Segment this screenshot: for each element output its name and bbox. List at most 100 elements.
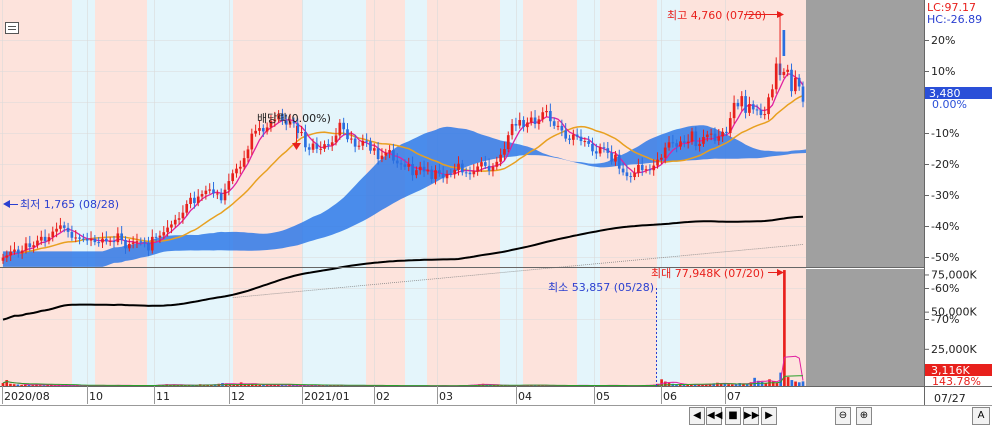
candle-body [181,212,185,219]
volume-bar [284,385,288,386]
candle-body [189,197,192,204]
candle-body [74,237,78,239]
candle-body [380,155,384,160]
candle-body [85,239,89,241]
candle-body [212,189,215,194]
candle-body [216,193,219,195]
candle-body [13,249,16,252]
candles [1,12,805,264]
candle-body [644,169,648,171]
forward-button[interactable]: ▶▶ [743,407,759,425]
volume-moving-averages [2,355,804,386]
candle-body [763,114,767,116]
volume-bar [236,384,239,386]
candle-body [460,163,464,173]
candle-body [349,138,353,140]
period-band [233,0,302,386]
volume-bar [250,384,254,386]
candle-body [258,128,261,131]
x-tick-label: 2020/08 [4,390,50,403]
price-tick-label: 10% [931,65,955,78]
candle-body [732,102,736,119]
volume-bar [719,383,723,386]
candle-body [480,162,483,167]
candle-body [541,112,545,120]
chart-settings-icon[interactable] [5,22,19,34]
candle-body [529,117,533,123]
candle-body [254,130,257,134]
x-tick-label: 07 [727,390,741,403]
candle-body [640,164,644,171]
candle-body [395,160,399,164]
candle-body [587,141,590,144]
candle-body [1,257,5,261]
candle-body [143,242,146,244]
candle-body [150,236,154,251]
volume-bar [775,383,779,386]
period-band [427,0,500,386]
candle-body [522,119,525,128]
candle-body [594,151,598,154]
candle-body [36,240,39,246]
candle-body [116,233,120,243]
max-price-label: 최고 4,760 (07/20) [667,9,766,22]
candle-body [327,144,330,146]
candle-body [242,158,246,167]
candle-body [288,121,292,125]
current-price-box [925,87,992,99]
candle-body [614,154,617,162]
candle-body [323,144,326,149]
volume-bar [5,380,9,386]
candle-body [418,166,422,171]
x-tick-label: 2021/01 [304,390,350,403]
zoom-in-button[interactable]: ⊕ [856,407,872,425]
candle-body [721,131,724,137]
candle-body [162,232,166,236]
volume-tick-label: 50,000K [931,306,977,319]
volume-bar [678,384,682,386]
volume-bar [38,385,42,386]
candle-body [579,136,583,142]
candle-body [786,69,790,72]
prev-button[interactable]: ◀ [689,407,705,425]
candle-body [32,245,35,248]
price-tick-label: -30% [931,189,959,202]
volume-bar [738,383,742,386]
font-button[interactable]: A [972,407,990,425]
candle-body [319,148,323,150]
candle-body [384,152,388,156]
candle-body [105,238,108,242]
rewind-button[interactable]: ◀◀ [706,407,722,425]
current-price-label: 3,480 [929,87,961,100]
stop-button[interactable]: ■ [725,407,741,425]
candle-body [468,172,472,175]
candle-body [506,135,510,150]
candle-body [705,134,709,138]
candle-body [139,241,143,243]
candle-body [441,173,445,179]
candle-body [591,143,594,152]
candle-body [227,181,231,190]
candle-body [683,141,686,143]
price-tick-label: 20% [931,34,955,47]
next-button[interactable]: ▶ [761,407,777,425]
candle-body [5,255,9,258]
candle-body [204,190,208,195]
candle-body [315,143,319,149]
candle-body [131,242,135,244]
candle-body [185,203,189,213]
candle-body [675,143,679,147]
candle-body [62,225,66,228]
candle-body [725,131,728,133]
volume-bar [325,385,329,386]
volume-bar [697,384,701,386]
candle-body [124,239,127,249]
candle-body [353,138,357,147]
candle-body [652,165,656,171]
zoom-out-button[interactable]: ⊖ [835,407,851,425]
candle-body [648,169,652,171]
x-tick-label: 02 [376,390,390,403]
candle-body [20,250,24,254]
volume-bar [723,383,727,386]
